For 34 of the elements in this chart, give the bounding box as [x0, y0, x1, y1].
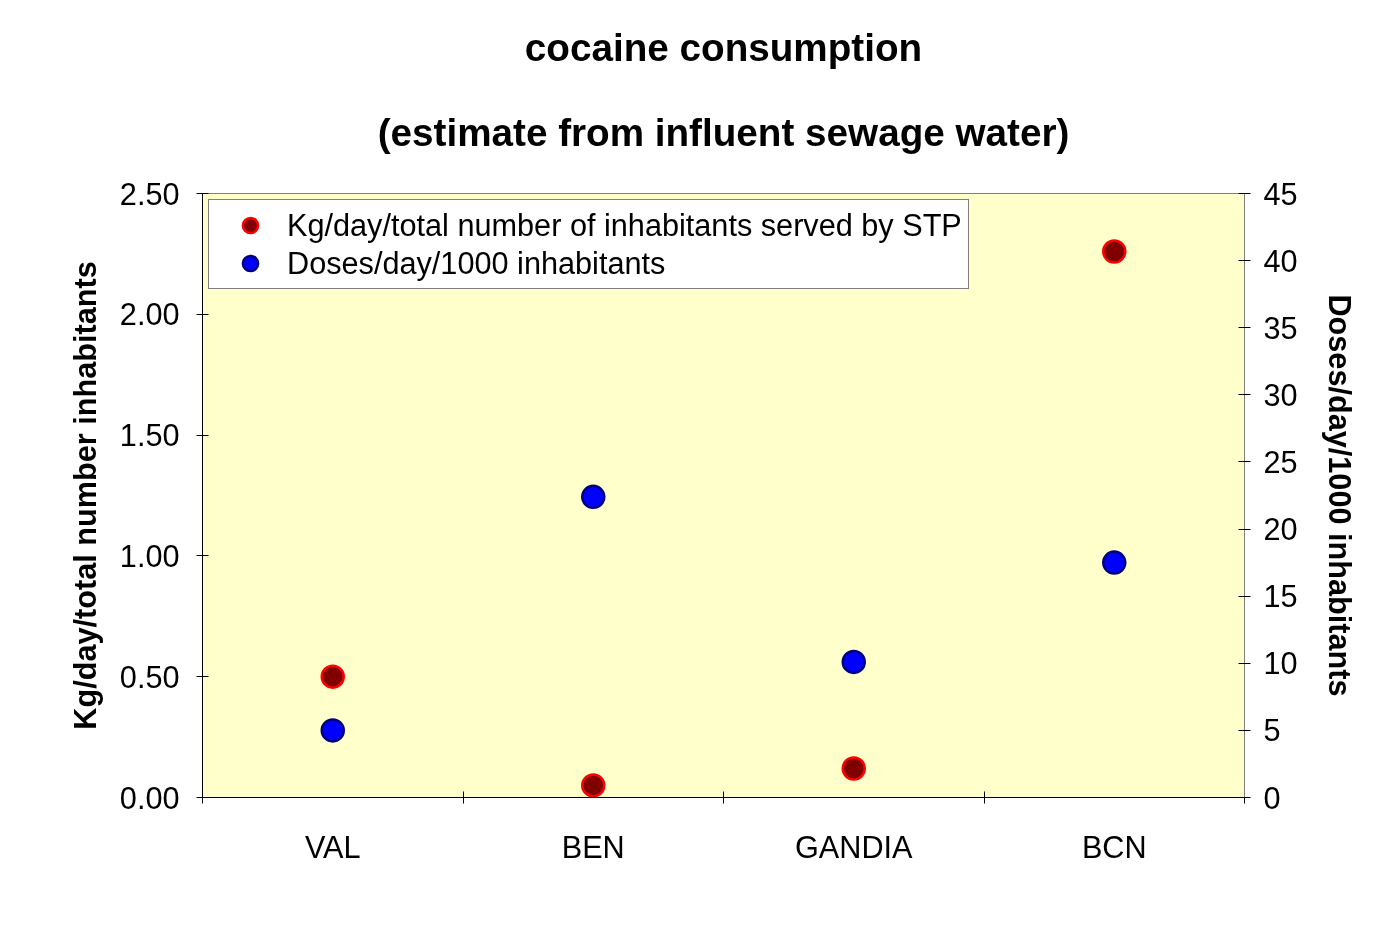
point: [1102, 550, 1127, 575]
point: [841, 649, 866, 675]
x-tick-label: GANDIA: [794, 829, 914, 864]
legend-label: Kg/day/total number of inhabitants served by STP: [287, 206, 962, 244]
y-tick-label: 0.50: [119, 659, 180, 694]
point: [581, 773, 606, 798]
point: [1102, 239, 1127, 264]
x-tick-label: BEN: [561, 829, 625, 864]
y2-tick-label: 15: [1263, 579, 1298, 614]
y2-tick-label: 35: [1263, 310, 1298, 345]
y-tick-label: 0.00: [119, 780, 180, 815]
legend-label: Doses/day/1000 inhabitants: [287, 244, 666, 282]
y2-tick-label: 10: [1263, 646, 1298, 681]
point: [841, 756, 866, 781]
y2-tick-label: 0: [1263, 780, 1281, 815]
x-tick-label: BCN: [1081, 829, 1147, 864]
point: [581, 484, 606, 510]
y2-tick-label: 40: [1263, 243, 1298, 278]
y2-axis-title: Doses/day/1000 inhabitants: [1321, 294, 1357, 697]
y2-tick-label: 45: [1263, 176, 1298, 211]
point: [320, 664, 345, 689]
y-tick-label: 2.00: [119, 297, 180, 332]
x-tick-label: VAL: [304, 829, 361, 864]
y-tick-label: 2.50: [119, 176, 180, 211]
y2-tick-label: 20: [1263, 512, 1298, 547]
y-tick-label: 1.00: [119, 538, 180, 573]
chart-title: cocaine consumption: [524, 25, 923, 69]
y2-tick-label: 30: [1263, 377, 1298, 412]
chart-subtitle: (estimate from influent sewage water): [377, 110, 1070, 154]
y-tick-label: 1.50: [119, 418, 180, 453]
y2-tick-label: 5: [1263, 713, 1281, 748]
y2-tick-label: 25: [1263, 444, 1298, 479]
point: [320, 718, 345, 743]
y-axis-title: Kg/day/total number inhabitants: [67, 261, 103, 730]
